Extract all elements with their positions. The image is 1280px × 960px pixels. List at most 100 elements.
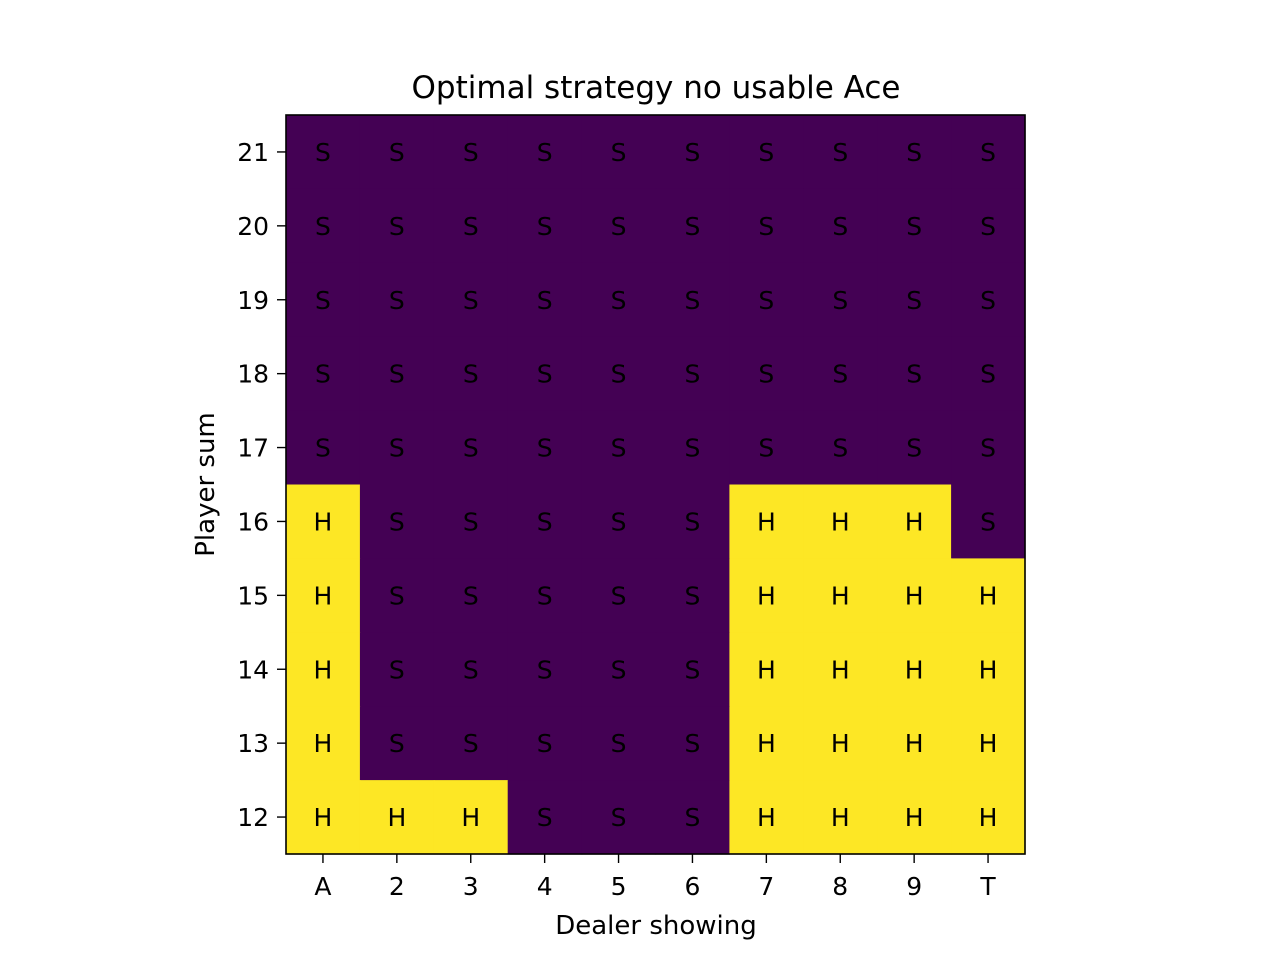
cell-label: S xyxy=(980,286,996,315)
cell-label: H xyxy=(461,803,480,832)
cell-label: S xyxy=(685,212,701,241)
heatmap-cell xyxy=(433,262,509,338)
heatmap-cell xyxy=(877,558,952,633)
y-tick-label: 18 xyxy=(237,360,269,389)
heatmap-cell xyxy=(286,336,361,412)
cell-label: S xyxy=(463,434,479,463)
cell-label: S xyxy=(832,212,848,241)
x-tick-label: 8 xyxy=(832,872,848,901)
y-tick-label: 21 xyxy=(237,138,269,167)
heatmap-cell xyxy=(655,262,730,338)
heatmap-cell xyxy=(729,188,804,264)
cell-label: S xyxy=(906,360,922,389)
heatmap-cell xyxy=(803,262,878,338)
heatmap-cell xyxy=(286,706,361,781)
heatmap-cell xyxy=(286,115,361,190)
heatmap-cell xyxy=(877,188,952,264)
cell-label: H xyxy=(314,655,333,684)
cell-label: S xyxy=(537,729,553,758)
heatmap-cell xyxy=(951,632,1026,707)
cell-label: S xyxy=(315,286,331,315)
heatmap-cell xyxy=(286,188,361,264)
heatmap-cell xyxy=(359,706,435,781)
heatmap-cell xyxy=(951,484,1026,559)
cell-label: H xyxy=(314,581,333,610)
x-tick-label: 6 xyxy=(684,872,700,901)
y-axis-label: Player sum xyxy=(191,412,221,557)
heatmap-cell xyxy=(951,558,1026,633)
cell-label: S xyxy=(537,581,553,610)
cell-label: S xyxy=(389,212,405,241)
heatmap-cell xyxy=(655,558,730,633)
cell-label: S xyxy=(758,138,774,167)
cell-label: S xyxy=(463,729,479,758)
heatmap-cell xyxy=(803,558,878,633)
heatmap-cells xyxy=(286,115,1026,855)
cell-label: S xyxy=(611,360,627,389)
y-tick-label: 19 xyxy=(237,286,269,315)
heatmap-cell xyxy=(803,410,878,486)
heatmap-cell xyxy=(433,115,509,190)
cell-label: S xyxy=(611,581,627,610)
heatmap-cell xyxy=(581,336,657,412)
cell-label: S xyxy=(463,581,479,610)
cell-label: S xyxy=(389,729,405,758)
cell-label: S xyxy=(611,286,627,315)
heatmap-cell xyxy=(433,410,509,486)
cell-label: S xyxy=(611,212,627,241)
x-axis-label: Dealer showing xyxy=(555,911,757,941)
cell-label: S xyxy=(537,507,553,536)
heatmap-cell xyxy=(581,558,657,633)
heatmap-cell xyxy=(359,484,435,559)
cell-label: S xyxy=(537,434,553,463)
cell-label: S xyxy=(685,286,701,315)
cell-label: H xyxy=(831,655,850,684)
cell-label: H xyxy=(905,655,924,684)
cell-label: H xyxy=(831,507,850,536)
cell-label: S xyxy=(906,138,922,167)
chart-title: Optimal strategy no usable Ace xyxy=(412,70,901,106)
cell-label: H xyxy=(757,581,776,610)
heatmap-cell xyxy=(655,780,730,855)
cell-label: S xyxy=(685,581,701,610)
cell-label: H xyxy=(831,803,850,832)
heatmap-cell xyxy=(951,410,1026,486)
heatmap-cell xyxy=(877,780,952,855)
cell-label: S xyxy=(389,360,405,389)
heatmap-cell xyxy=(507,558,583,633)
y-tick-label: 13 xyxy=(237,729,269,758)
heatmap-cell xyxy=(729,336,804,412)
y-tick-label: 12 xyxy=(237,803,269,832)
heatmap-cell xyxy=(951,780,1026,855)
heatmap-cell-labels: S S S S S S S S S S S S S S S S S S S S S S S S S S S S S S S S S S S S S S S S… xyxy=(314,138,998,832)
cell-label: S xyxy=(463,138,479,167)
heatmap-cell xyxy=(803,336,878,412)
cell-label: H xyxy=(979,803,998,832)
heatmap-cell xyxy=(359,336,435,412)
y-tick-label: 14 xyxy=(237,655,269,684)
heatmap-cell xyxy=(877,336,952,412)
cell-label: S xyxy=(832,138,848,167)
heatmap-cell xyxy=(507,410,583,486)
cell-label: S xyxy=(685,434,701,463)
heatmap-cell xyxy=(359,115,435,190)
cell-label: H xyxy=(831,729,850,758)
heatmap-cell xyxy=(507,484,583,559)
x-tick-label: A xyxy=(314,872,331,901)
cell-label: S xyxy=(537,212,553,241)
heatmap-cell xyxy=(433,780,509,855)
heatmap-cell xyxy=(581,115,657,190)
heatmap-cell xyxy=(433,336,509,412)
y-tick-label: 20 xyxy=(237,212,269,241)
cell-label: H xyxy=(757,655,776,684)
plot-frame xyxy=(285,114,1026,855)
cell-label: S xyxy=(832,434,848,463)
heatmap-cell xyxy=(433,484,509,559)
heatmap-cell xyxy=(507,188,583,264)
heatmap-cell xyxy=(877,706,952,781)
heatmap-cell xyxy=(803,188,878,264)
cell-label: S xyxy=(537,286,553,315)
x-tick-label: 4 xyxy=(537,872,553,901)
heatmap-cell xyxy=(581,706,657,781)
cell-label: S xyxy=(685,138,701,167)
